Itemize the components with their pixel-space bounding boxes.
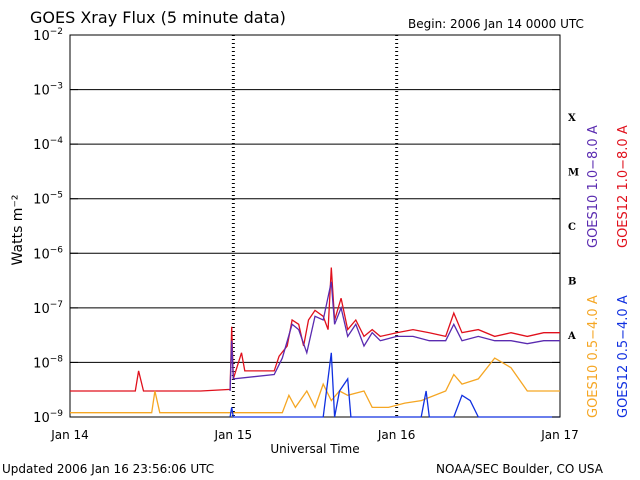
x-tick-labels: Jan 14 Jan 15 Jan 16 Jan 17 <box>50 428 579 442</box>
legend-entry: GOES10 0.5−4.0 A <box>586 295 601 418</box>
chart-title: GOES Xray Flux (5 minute data) <box>30 8 286 27</box>
flare-class-label: C <box>568 222 576 233</box>
legend-entry: GOES10 1.0−8.0 A <box>586 125 601 248</box>
series-line <box>229 281 560 392</box>
y-tick-label: 10−6 <box>33 245 63 262</box>
x-tick-label: Jan 17 <box>540 428 579 442</box>
series-line <box>70 267 560 392</box>
flare-class-label: M <box>568 167 579 178</box>
x-tick-label: Jan 14 <box>50 428 89 442</box>
y-tick-labels: 10−2 10−3 10−4 10−5 10−6 10−7 10−8 10−9 <box>33 27 560 426</box>
plot-area: 10−210−310−410−510−610−710−810−9 Jan 14 J… <box>33 27 579 442</box>
y-tick-label: 10−5 <box>33 191 63 208</box>
plot-frame <box>69 34 561 418</box>
y-tick-label: 10−2 <box>33 27 63 44</box>
legend-entry: GOES12 1.0−8.0 A <box>616 125 631 248</box>
legend: GOES10 1.0−8.0 A GOES12 1.0−8.0 A GOES10 0… <box>586 125 631 418</box>
x-tick-label: Jan 16 <box>377 428 416 442</box>
series-line <box>70 357 560 414</box>
flare-class-label: B <box>568 277 576 288</box>
updated-label: Updated 2006 Jan 16 23:56:06 UTC <box>2 462 214 476</box>
y-axis-label: Watts m⁻² <box>10 195 26 266</box>
gridlines <box>70 89 560 363</box>
day-tick-columns <box>231 35 399 417</box>
begin-label: Begin: 2006 Jan 14 0000 UTC <box>408 17 584 31</box>
y-tick-label: 10−9 <box>33 409 63 426</box>
flare-class-label: A <box>567 331 576 342</box>
flare-class-label: X <box>568 113 576 124</box>
credit-label: NOAA/SEC Boulder, CO USA <box>436 462 604 476</box>
series-lines <box>70 267 560 418</box>
y-tick-label: 10−3 <box>33 82 63 99</box>
y-tick-label: 10−8 <box>33 354 63 371</box>
x-tick-label: Jan 15 <box>214 428 253 442</box>
flare-class-labels: X M C B A <box>567 113 579 342</box>
x-axis-label: Universal Time <box>270 442 359 456</box>
legend-entry: GOES12 0.5−4.0 A <box>616 295 631 418</box>
y-tick-label: 10−7 <box>33 300 63 317</box>
y-tick-label: 10−4 <box>33 136 63 153</box>
series-line <box>229 352 560 418</box>
